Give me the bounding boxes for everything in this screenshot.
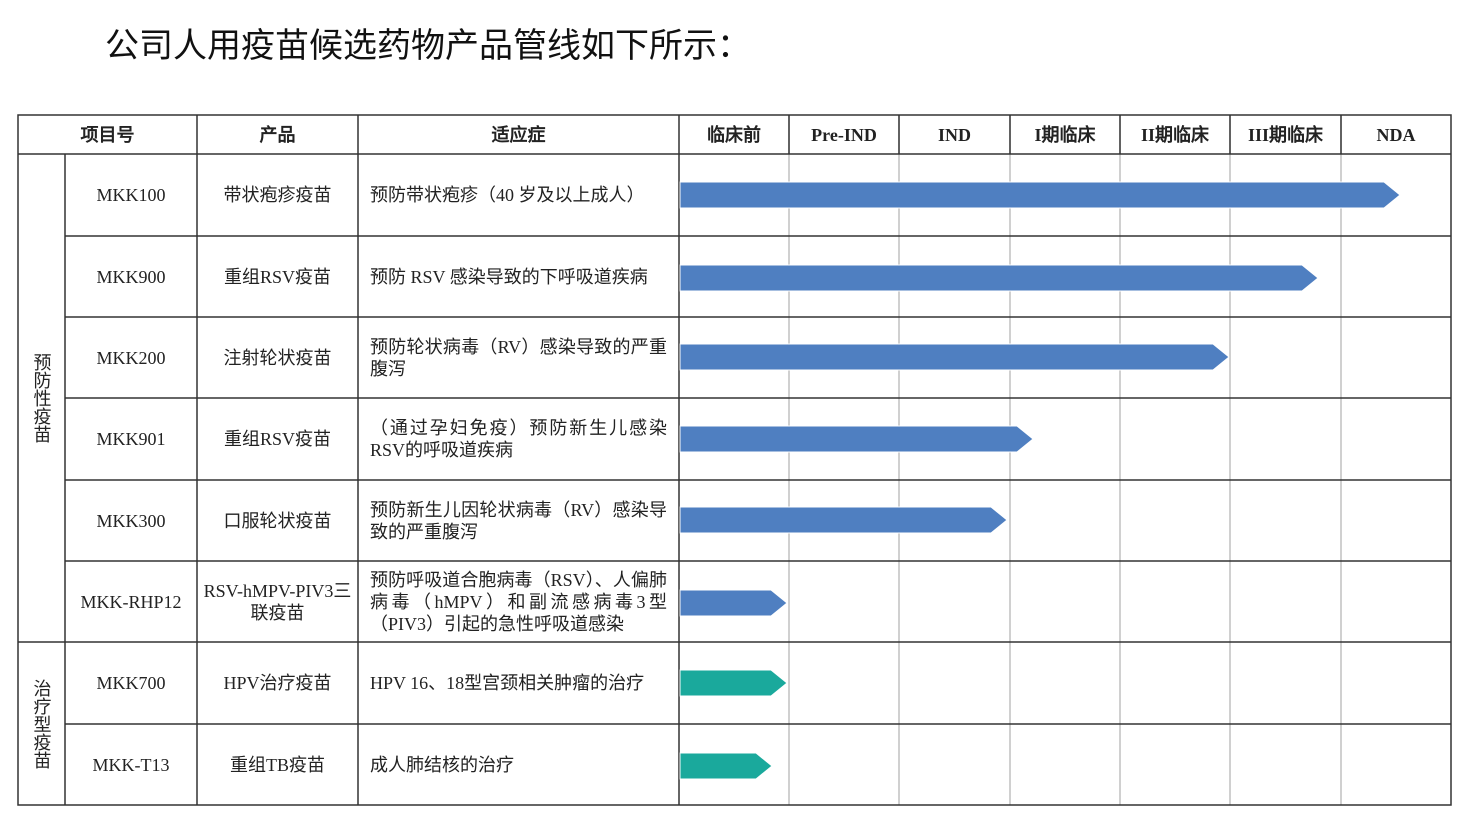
header-cell: 临床前 bbox=[707, 124, 761, 145]
group-label: 治疗型疫苗 bbox=[31, 678, 52, 769]
project-id: MKK200 bbox=[96, 347, 166, 368]
header-cell: Pre-IND bbox=[811, 124, 877, 145]
product: 注射轮状疫苗 bbox=[223, 347, 332, 368]
header-cell: 适应症 bbox=[491, 124, 546, 145]
indication: HPV 16、18型宫颈相关肿瘤的治疗 bbox=[370, 673, 645, 693]
indication: 成人肺结核的治疗 bbox=[370, 754, 514, 775]
product: 口服轮状疫苗 bbox=[223, 510, 332, 531]
project-id: MKK900 bbox=[96, 266, 166, 287]
header-cell: III期临床 bbox=[1247, 124, 1323, 145]
header-cell: IND bbox=[937, 124, 971, 145]
header-cell: 项目号 bbox=[80, 124, 135, 145]
pipeline-arrows bbox=[679, 181, 1401, 780]
indication: 预防 RSV 感染导致的下呼吸道疾病 bbox=[370, 266, 648, 287]
indication: （通过孕妇免疫）预防新生儿感染RSV的呼吸道疾病 bbox=[370, 418, 667, 460]
product: 重组TB疫苗 bbox=[229, 754, 325, 775]
table-borders bbox=[17, 114, 1452, 806]
header-cell: 产品 bbox=[259, 124, 296, 145]
product: RSV-hMPV-PIV3三联疫苗 bbox=[203, 580, 352, 623]
indication: 预防带状疱疹（40 岁及以上成人） bbox=[370, 185, 645, 205]
stage-grid bbox=[788, 115, 1342, 805]
product: 重组RSV疫苗 bbox=[223, 429, 331, 449]
indication: 预防呼吸道合胞病毒（RSV）、人偏肺病毒（hMPV）和副流感病毒3型（PIV3）… bbox=[370, 569, 667, 634]
product: 带状疱疹疫苗 bbox=[223, 185, 332, 205]
project-id: MKK-RHP12 bbox=[80, 591, 182, 612]
header-cell: NDA bbox=[1376, 124, 1416, 145]
product: HPV治疗疫苗 bbox=[223, 673, 332, 693]
header-cell: I期临床 bbox=[1034, 124, 1096, 145]
product: 重组RSV疫苗 bbox=[223, 266, 331, 287]
indication: 预防新生儿因轮状病毒（RV）感染导致的严重腹泻 bbox=[370, 499, 667, 542]
project-id: MKK-T13 bbox=[92, 754, 170, 775]
project-id: MKK700 bbox=[96, 673, 166, 693]
project-id: MKK100 bbox=[96, 185, 166, 205]
indication: 预防轮状病毒（RV）感染导致的严重腹泻 bbox=[370, 336, 667, 379]
project-id: MKK901 bbox=[96, 429, 166, 449]
header-cell: II期临床 bbox=[1140, 124, 1209, 145]
project-id: MKK300 bbox=[96, 510, 166, 531]
title: 公司人用疫苗候选药物产品管线如下所示： bbox=[105, 28, 751, 65]
group-label: 预防性疫苗 bbox=[31, 353, 52, 443]
